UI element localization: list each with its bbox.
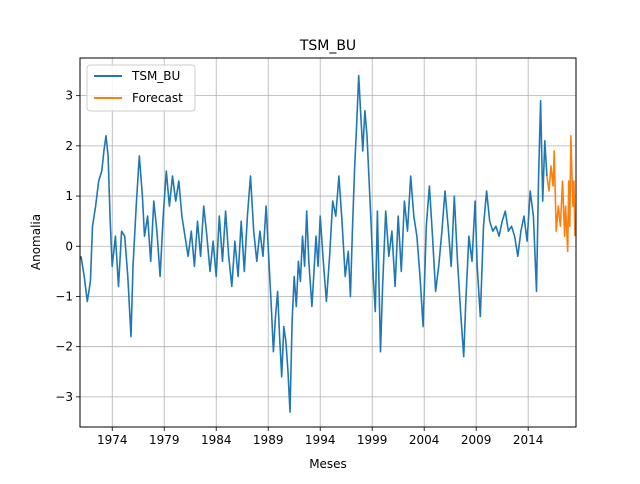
x-tick-label: 1994 <box>305 433 336 447</box>
y-tick-label: 1 <box>65 189 73 203</box>
grid <box>80 58 576 427</box>
series-line-tsm-bu <box>80 74 548 413</box>
x-tick-label: 2014 <box>513 433 544 447</box>
x-tick-label: 1984 <box>201 433 232 447</box>
plot-frame <box>79 57 577 428</box>
x-tick-label: 1999 <box>357 433 388 447</box>
series-lines <box>80 74 576 413</box>
y-tick-label: 3 <box>65 89 73 103</box>
x-axis-label: Meses <box>309 457 347 471</box>
series-line-forecast <box>546 135 576 253</box>
x-tick-label: 2004 <box>409 433 440 447</box>
y-axis-ticks: −3 −2 −1 0 1 2 3 <box>55 89 80 404</box>
x-tick-label: 2009 <box>461 433 492 447</box>
y-tick-label: 0 <box>65 239 73 253</box>
y-tick-label: −3 <box>55 390 73 404</box>
legend-label-tsm-bu: TSM_BU <box>131 69 180 83</box>
x-tick-label: 1979 <box>149 433 180 447</box>
chart-title: TSM_BU <box>299 38 356 54</box>
y-tick-label: −1 <box>55 289 73 303</box>
legend: TSM_BU Forecast <box>86 64 196 112</box>
y-tick-label: 2 <box>65 139 73 153</box>
x-axis-ticks: 1974 1979 1984 1989 1994 1999 2004 2009 2014 <box>97 427 543 447</box>
x-tick-label: 1974 <box>97 433 128 447</box>
legend-label-forecast: Forecast <box>132 91 183 105</box>
y-axis-label: Anomalia <box>29 214 43 270</box>
y-tick-label: −2 <box>55 340 73 354</box>
x-tick-label: 1989 <box>253 433 284 447</box>
